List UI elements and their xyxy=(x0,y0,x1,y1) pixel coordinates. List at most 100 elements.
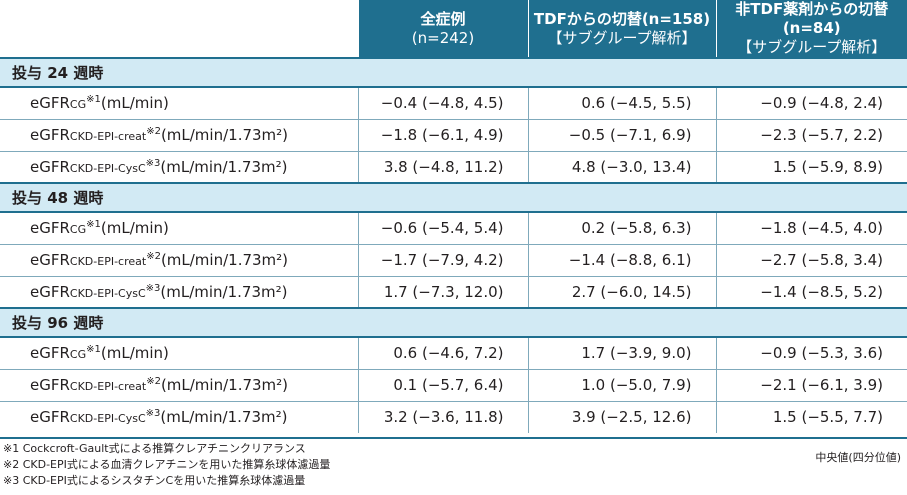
row-label-base: eGFR xyxy=(30,251,70,269)
value-cell-col2: 4.8 (−3.0, 13.4) xyxy=(527,151,716,183)
value-cell-col3: −2.1 (−6.1, 3.9) xyxy=(715,369,907,402)
section-title: 投与 48 週時 xyxy=(0,182,907,213)
header-all-cases: 全症例 (n=242) xyxy=(357,0,528,58)
value-cell-col3: −1.4 (−8.5, 5.2) xyxy=(715,276,907,308)
row-label-sub: CKD-EPI-CysC xyxy=(69,286,146,300)
row-label-unit: (mL/min/1.73m²) xyxy=(160,376,289,394)
section-row: 投与 96 週時 xyxy=(0,307,907,338)
section-row: 投与 48 週時 xyxy=(0,182,907,213)
row-label-note: ※3 xyxy=(145,157,161,169)
row-label-base: eGFR xyxy=(30,282,70,301)
row-label-sub: CKD-EPI-CysC xyxy=(69,412,146,426)
row-label-note: ※1 xyxy=(86,219,101,231)
row-label: eGFRCG※1(mL/min) xyxy=(0,337,358,370)
value-cell-col2: −1.4 (−8.8, 6.1) xyxy=(527,244,716,277)
row-label-base: eGFR xyxy=(30,157,70,176)
row-label-note: ※1 xyxy=(86,344,101,356)
table-row: eGFRCKD-EPI-creat※2(mL/min/1.73m²) −1.8 (… xyxy=(0,119,907,152)
row-label-unit: (mL/min/1.73m²) xyxy=(160,251,289,269)
value-cell-col1: −1.8 (−6.1, 4.9) xyxy=(357,119,528,152)
table-row: eGFRCG※1(mL/min) 0.6 (−4.6, 7.2) 1.7 (−3.9… xyxy=(0,337,907,370)
value-cell-col3: 1.5 (−5.9, 8.9) xyxy=(715,151,907,183)
header-non-tdf-switch-title: 非TDF薬剤からの切替(n=84) xyxy=(735,0,889,37)
row-label-unit: (mL/min) xyxy=(100,94,169,113)
row-label: eGFRCG※1(mL/min) xyxy=(0,87,358,120)
row-label-sub: CKD-EPI-creat xyxy=(69,255,147,268)
value-cell-col1: −1.7 (−7.9, 4.2) xyxy=(357,244,528,277)
row-label-base: eGFR xyxy=(30,376,70,394)
header-tdf-switch: TDFからの切替(n=158) 【サブグループ解析】 xyxy=(527,0,716,58)
row-label-note: ※1 xyxy=(86,94,101,106)
value-cell-col2: 3.9 (−2.5, 12.6) xyxy=(527,401,716,433)
value-cell-col1: 1.7 (−7.3, 12.0) xyxy=(357,276,528,308)
section-title: 投与 24 週時 xyxy=(0,57,907,88)
row-label-sub: CG xyxy=(69,223,87,237)
value-cell-col3: −2.7 (−5.8, 3.4) xyxy=(715,244,907,277)
row-label-unit: (mL/min/1.73m²) xyxy=(160,157,288,176)
value-cell-col1: 0.1 (−5.7, 6.4) xyxy=(357,369,528,402)
row-label-note: ※3 xyxy=(145,408,161,420)
value-cell-col2: 0.6 (−4.5, 5.5) xyxy=(527,87,716,120)
value-cell-col3: 1.5 (−5.5, 7.7) xyxy=(715,401,907,433)
row-label-sub: CKD-EPI-creat xyxy=(69,380,147,393)
row-label-base: eGFR xyxy=(30,126,70,144)
section-row: 投与 24 週時 xyxy=(0,57,907,88)
header-tdf-switch-title: TDFからの切替(n=158) xyxy=(533,9,711,28)
value-cell-col2: 2.7 (−6.0, 14.5) xyxy=(527,276,716,308)
table-row: eGFRCKD-EPI-creat※2(mL/min/1.73m²) 0.1 (−… xyxy=(0,369,907,402)
row-label-base: eGFR xyxy=(30,408,70,427)
table-row: eGFRCKD-EPI-creat※2(mL/min/1.73m²) −1.7 (… xyxy=(0,244,907,277)
table-row: eGFRCKD-EPI-CysC※3(mL/min/1.73m²) 1.7 (−7… xyxy=(0,276,907,308)
header-all-cases-title: 全症例 xyxy=(420,9,466,28)
row-label-sub: CKD-EPI-creat xyxy=(69,130,147,143)
value-cell-col3: −0.9 (−4.8, 2.4) xyxy=(715,87,907,120)
row-label-unit: (mL/min) xyxy=(100,344,169,363)
table-row: eGFRCG※1(mL/min) −0.6 (−5.4, 5.4) 0.2 (−5.… xyxy=(0,212,907,245)
table-bottom-rule xyxy=(0,437,907,439)
row-label: eGFRCKD-EPI-CysC※3(mL/min/1.73m²) xyxy=(0,151,358,183)
section-title: 投与 96 週時 xyxy=(0,307,907,338)
row-label-note: ※2 xyxy=(146,251,161,262)
row-label-unit: (mL/min/1.73m²) xyxy=(160,126,289,144)
table-row: eGFRCKD-EPI-CysC※3(mL/min/1.73m²) 3.2 (−3… xyxy=(0,401,907,433)
row-label: eGFRCKD-EPI-creat※2(mL/min/1.73m²) xyxy=(0,119,358,152)
row-label-base: eGFR xyxy=(30,344,70,363)
footnote-1: ※1 Cockcroft-Gault式による推算クレアチニンクリアランス xyxy=(3,442,306,455)
header-blank-cell xyxy=(0,0,358,59)
table-row: eGFRCKD-EPI-CysC※3(mL/min/1.73m²) 3.8 (−4… xyxy=(0,151,907,183)
value-cell-col2: 1.0 (−5.0, 7.9) xyxy=(527,369,716,402)
row-label-base: eGFR xyxy=(30,219,70,238)
row-label-base: eGFR xyxy=(30,94,70,113)
value-cell-col1: 0.6 (−4.6, 7.2) xyxy=(357,337,528,370)
row-label-note: ※3 xyxy=(145,282,161,294)
median-note: 中央値(四分位値) xyxy=(815,451,901,464)
value-cell-col3: −1.8 (−4.5, 4.0) xyxy=(715,212,907,245)
value-cell-col2: 1.7 (−3.9, 9.0) xyxy=(527,337,716,370)
value-cell-col3: −2.3 (−5.7, 2.2) xyxy=(715,119,907,152)
value-cell-col2: −0.5 (−7.1, 6.9) xyxy=(527,119,716,152)
row-label-unit: (mL/min/1.73m²) xyxy=(160,408,288,427)
header-all-cases-n: (n=242) xyxy=(411,28,475,47)
row-label-note: ※2 xyxy=(146,376,161,387)
value-cell-col1: 3.8 (−4.8, 11.2) xyxy=(357,151,528,183)
value-cell-col1: −0.6 (−5.4, 5.4) xyxy=(357,212,528,245)
row-label-sub: CG xyxy=(69,98,87,112)
table-header-row: 全症例 (n=242) TDFからの切替(n=158) 【サブグループ解析】 非… xyxy=(0,0,907,59)
value-cell-col1: 3.2 (−3.6, 11.8) xyxy=(357,401,528,433)
header-tdf-switch-subgroup: 【サブグループ解析】 xyxy=(547,28,697,47)
row-label-note: ※2 xyxy=(146,126,161,137)
row-label: eGFRCKD-EPI-creat※2(mL/min/1.73m²) xyxy=(0,369,358,402)
egfr-change-table: 全症例 (n=242) TDFからの切替(n=158) 【サブグループ解析】 非… xyxy=(0,0,907,433)
row-label: eGFRCKD-EPI-creat※2(mL/min/1.73m²) xyxy=(0,244,358,277)
value-cell-col2: 0.2 (−5.8, 6.3) xyxy=(527,212,716,245)
table-row: eGFRCG※1(mL/min) −0.4 (−4.8, 4.5) 0.6 (−4.… xyxy=(0,87,907,120)
row-label-unit: (mL/min/1.73m²) xyxy=(160,282,288,301)
footnotes: ※1 Cockcroft-Gault式による推算クレアチニンクリアランス ※2 … xyxy=(3,441,330,489)
row-label-sub: CKD-EPI-CysC xyxy=(69,161,146,175)
header-non-tdf-switch: 非TDF薬剤からの切替(n=84) 【サブグループ解析】 xyxy=(715,0,907,58)
value-cell-col1: −0.4 (−4.8, 4.5) xyxy=(357,87,528,120)
footnote-3: ※3 CKD-EPI式によるシスタチンCを用いた推算糸球体濾過量 xyxy=(3,474,306,487)
row-label: eGFRCKD-EPI-CysC※3(mL/min/1.73m²) xyxy=(0,401,358,433)
row-label-unit: (mL/min) xyxy=(100,219,169,238)
table-body: 投与 24 週時 eGFRCG※1(mL/min) −0.4 (−4.8, 4.5)… xyxy=(0,57,907,433)
